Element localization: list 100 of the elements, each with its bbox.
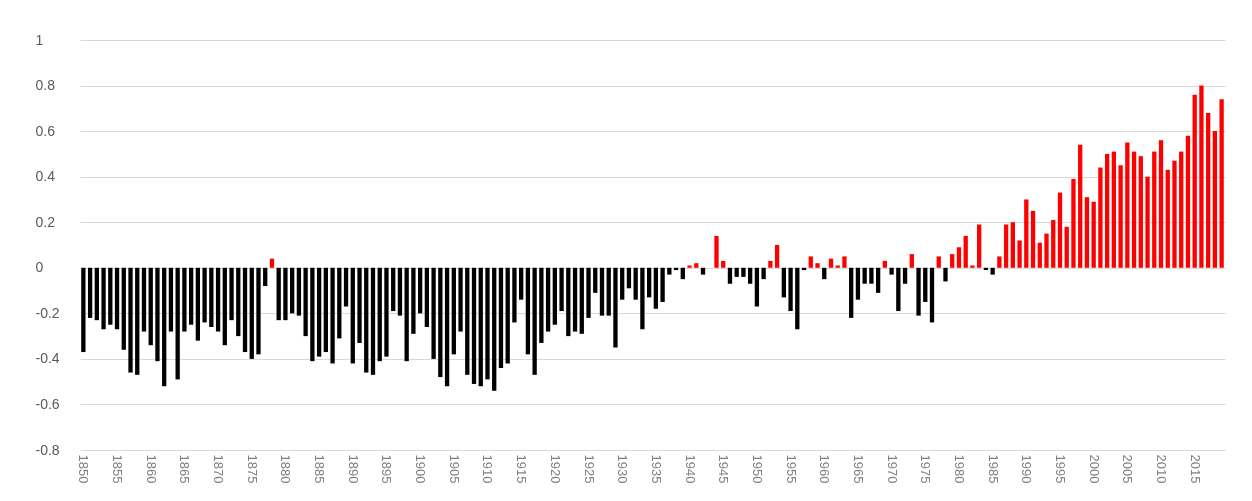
y-tick-label: -0.6 [35, 395, 60, 412]
bar [431, 267, 436, 359]
bar [875, 267, 881, 293]
bar [256, 267, 261, 355]
bar [283, 267, 288, 321]
bar [680, 267, 685, 280]
bar [377, 267, 382, 362]
bar [842, 256, 847, 268]
bar [774, 245, 780, 268]
bar [667, 267, 672, 275]
bar [81, 267, 86, 353]
x-tick-label: 1910 [480, 454, 496, 484]
bar [620, 267, 625, 300]
bar [566, 267, 571, 337]
bar [929, 267, 935, 323]
bar [87, 267, 93, 318]
bar [1051, 219, 1056, 268]
x-tick-label: 1935 [648, 454, 664, 484]
bar [162, 267, 167, 387]
bar [849, 267, 854, 318]
bar [296, 267, 302, 316]
bar [148, 267, 153, 346]
bar [700, 267, 706, 275]
bar [896, 267, 901, 312]
bar [276, 267, 281, 321]
bar [687, 265, 692, 268]
x-tick-label: 2000 [1086, 454, 1102, 484]
bar [862, 267, 867, 284]
bar [943, 267, 948, 282]
bar [950, 254, 955, 268]
bar [781, 267, 786, 298]
x-tick-label: 1990 [1019, 454, 1035, 484]
bar [956, 247, 962, 268]
bar [1104, 153, 1110, 268]
bar [263, 267, 268, 286]
bar [902, 267, 908, 284]
bar [754, 267, 760, 307]
bar [1078, 144, 1083, 268]
bar [411, 267, 416, 334]
x-tick-label: 1905 [446, 454, 462, 484]
bar [1111, 151, 1117, 268]
bar [599, 267, 605, 316]
x-tick-label: 1980 [951, 454, 967, 484]
bar [202, 267, 207, 323]
y-tick-label: 0.2 [35, 213, 56, 230]
bar [990, 267, 995, 275]
bar [404, 267, 409, 362]
y-tick-label: -0.8 [35, 441, 60, 458]
bar [135, 267, 140, 375]
bar [539, 267, 544, 343]
bar [1172, 160, 1177, 268]
bar [613, 267, 618, 348]
bar [1212, 131, 1218, 268]
bar [330, 267, 335, 364]
bar [1037, 242, 1042, 268]
x-tick-label: 1920 [547, 454, 563, 484]
x-tick-label: 1890 [345, 454, 361, 484]
y-tick-label: 1 [35, 31, 44, 48]
bar [855, 267, 861, 300]
x-tick-label: 1995 [1052, 454, 1068, 484]
y-tick-label: 0.4 [35, 168, 56, 185]
bar [269, 258, 275, 268]
bar [1017, 240, 1022, 268]
bar [323, 267, 328, 353]
bar [485, 267, 490, 380]
bar [1192, 94, 1197, 268]
x-tick-label: 1865 [177, 454, 193, 484]
bar [653, 267, 659, 309]
bar [552, 267, 557, 325]
bar [741, 267, 746, 277]
bar [640, 267, 645, 330]
bar [1145, 176, 1150, 268]
bar [1057, 192, 1063, 268]
bar [714, 235, 719, 268]
bar [249, 267, 254, 359]
bar [417, 267, 423, 314]
bar [364, 267, 369, 373]
bar [1138, 156, 1143, 268]
bar [923, 267, 928, 302]
bar [545, 267, 551, 332]
bar [559, 267, 564, 312]
bar [1199, 85, 1204, 268]
bar [606, 267, 611, 316]
bar [1091, 201, 1096, 268]
x-tick-label: 1900 [413, 454, 429, 484]
bar [1206, 112, 1211, 268]
bar [101, 267, 106, 330]
bar [343, 267, 349, 307]
bar [370, 267, 376, 375]
bar [444, 267, 450, 387]
bar [1179, 151, 1184, 268]
bar [525, 267, 531, 355]
bar [768, 260, 773, 268]
y-tick-label: 0.8 [35, 77, 56, 94]
x-tick-label: 1960 [817, 454, 833, 484]
bar [822, 267, 827, 280]
bar [108, 267, 113, 325]
bar [882, 260, 888, 268]
bar [316, 267, 322, 357]
bar [1044, 233, 1049, 268]
